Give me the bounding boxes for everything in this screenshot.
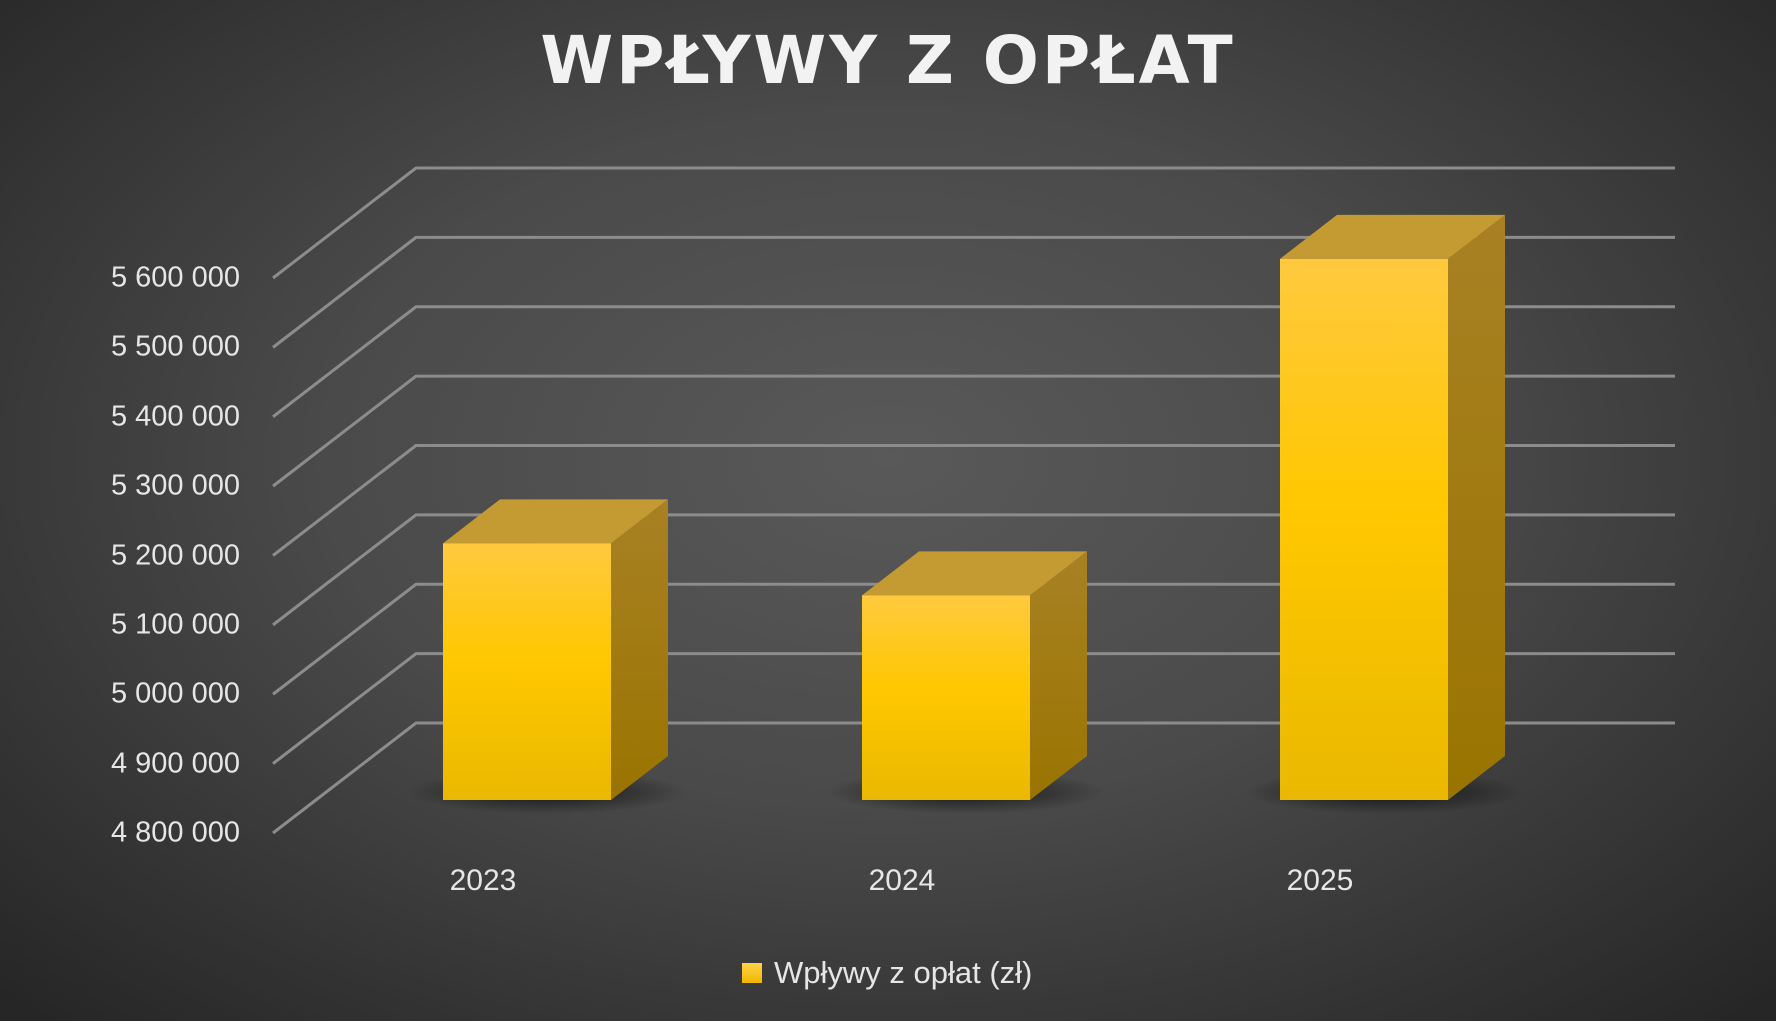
bar-2024 [827, 551, 1105, 814]
x-tick-label: 2024 [868, 864, 936, 897]
gridline [272, 721, 1675, 835]
gridline [272, 374, 1675, 488]
gridline [272, 652, 1675, 765]
y-tick-label: 5 200 000 [110, 539, 240, 571]
x-tick-label: 2025 [1286, 864, 1354, 897]
y-tick-label: 5 500 000 [110, 330, 240, 363]
chart-title: WPŁYWY Z OPŁAT [540, 22, 1236, 99]
y-tick-label: 5 100 000 [110, 608, 240, 641]
gridline [272, 444, 1675, 557]
y-tick-label: 5 300 000 [110, 469, 240, 502]
legend-label: Wpływy z opłat (zł) [774, 955, 1033, 990]
gridline [272, 305, 1675, 418]
gridline [272, 513, 1675, 627]
legend: Wpływy z opłat (zł) [742, 955, 1032, 991]
gridlines [272, 166, 1675, 835]
y-tick-label: 4 900 000 [110, 747, 240, 780]
y-tick-label: 5 400 000 [110, 400, 240, 433]
bar-2025 [1245, 214, 1523, 814]
gridline [272, 235, 1675, 349]
y-tick-label: 5 000 000 [110, 677, 240, 710]
bars [408, 214, 1523, 814]
bar-2023 [408, 499, 686, 814]
y-tick-label: 4 800 000 [110, 816, 240, 849]
legend-swatch [742, 963, 762, 983]
x-tick-label: 2023 [449, 864, 517, 897]
gridline [272, 582, 1675, 696]
gridline [272, 166, 1675, 280]
y-tick-label: 5 600 000 [110, 261, 240, 294]
